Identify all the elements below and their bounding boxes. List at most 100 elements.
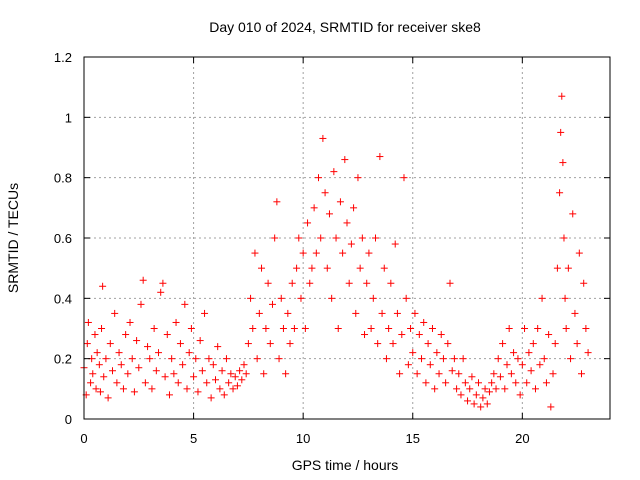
data-point [492, 385, 500, 393]
data-point [247, 294, 255, 302]
data-point [262, 325, 270, 332]
data-point [242, 370, 250, 378]
data-point [475, 379, 482, 387]
data-point [233, 382, 241, 390]
data-point [559, 159, 567, 167]
data-point [146, 355, 154, 363]
data-point [415, 331, 423, 339]
y-axis-label: SRMTID / TECUs [5, 183, 21, 293]
data-point [529, 340, 537, 348]
data-point [455, 370, 463, 378]
data-point [413, 370, 421, 378]
data-point [545, 331, 553, 339]
y-tick-label: 0.4 [54, 291, 72, 306]
data-point [428, 325, 436, 332]
data-point [551, 340, 559, 348]
data-point [391, 240, 399, 248]
data-point [479, 394, 487, 402]
data-point [573, 340, 581, 348]
data-point [571, 309, 579, 317]
data-point [464, 397, 472, 405]
data-point [220, 391, 228, 399]
data-point [168, 355, 176, 363]
data-point [249, 325, 257, 332]
data-point [135, 364, 143, 372]
plot-frame [83, 56, 611, 420]
data-point [411, 309, 419, 317]
data-point [450, 355, 458, 363]
data-point [231, 373, 239, 381]
data-point [385, 325, 393, 332]
data-point [343, 219, 351, 227]
data-point [444, 340, 452, 348]
data-point [361, 331, 369, 339]
data-point [282, 370, 290, 378]
data-point [106, 340, 114, 348]
data-point [496, 373, 504, 381]
data-point [159, 279, 167, 287]
data-point [91, 331, 99, 339]
data-point [93, 349, 101, 357]
data-point [512, 379, 520, 387]
data-point [317, 234, 325, 242]
data-point [95, 361, 103, 369]
data-point [268, 300, 276, 308]
data-point [150, 325, 158, 332]
data-point [227, 370, 235, 378]
data-point [264, 279, 272, 287]
data-point [240, 361, 248, 369]
data-point [380, 264, 388, 272]
data-point [271, 234, 279, 242]
data-point [567, 355, 575, 363]
data-point [442, 379, 450, 387]
data-point [569, 210, 577, 218]
data-point [89, 370, 97, 378]
data-point [258, 264, 266, 272]
data-point [518, 361, 526, 369]
data-point [198, 367, 206, 375]
data-point [128, 355, 136, 363]
data-point [562, 325, 570, 332]
data-point [113, 379, 121, 387]
x-axis-label: GPS time / hours [292, 457, 399, 473]
y-tick-label: 1 [65, 110, 72, 125]
data-point [499, 340, 507, 348]
data-point [534, 325, 542, 332]
data-point [99, 282, 107, 290]
y-tick-label: 0.8 [54, 171, 72, 186]
data-point [306, 279, 314, 287]
data-point [323, 264, 331, 272]
data-point [332, 234, 340, 242]
data-point [152, 367, 160, 375]
data-point [170, 370, 178, 378]
chart-title: Day 010 of 2024, SRMTID for receiver ske… [209, 19, 481, 35]
data-point [547, 403, 555, 411]
data-point [481, 385, 489, 393]
data-point [358, 234, 366, 242]
data-point [222, 355, 230, 363]
data-point [557, 128, 565, 136]
data-point [404, 361, 412, 369]
data-point [584, 349, 592, 357]
data-point [352, 309, 360, 317]
x-tick-label: 10 [296, 431, 310, 446]
data-point [431, 385, 439, 393]
y-tick-label: 0 [65, 412, 72, 427]
data-point [273, 198, 281, 206]
data-point [525, 349, 533, 357]
x-tick-label: 0 [80, 431, 87, 446]
data-point [459, 355, 467, 363]
data-point [485, 388, 493, 396]
data-point [216, 385, 224, 393]
data-point [536, 361, 544, 369]
data-point [102, 355, 110, 363]
data-point [92, 385, 100, 393]
data-point [339, 249, 347, 257]
data-point [104, 394, 112, 402]
data-point [139, 276, 147, 284]
data-point [185, 349, 193, 357]
data-point [100, 373, 108, 381]
data-point [582, 325, 590, 332]
data-point [446, 279, 454, 287]
data-point [468, 373, 476, 381]
